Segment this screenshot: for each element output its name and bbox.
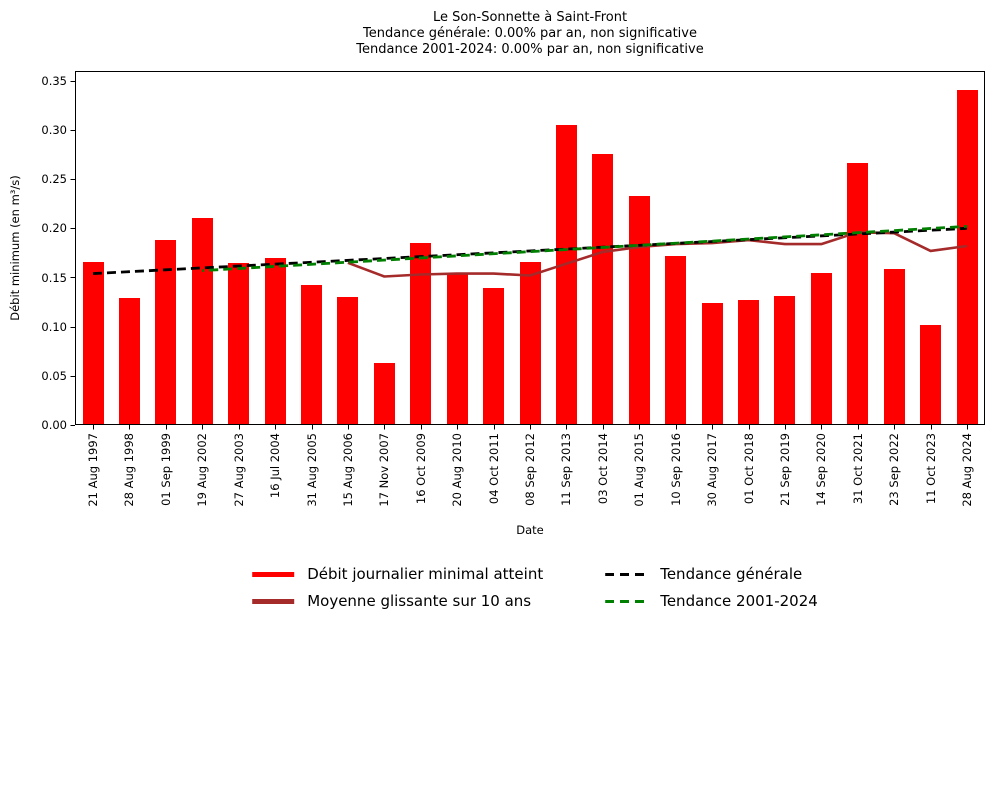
- bar: [810, 272, 832, 425]
- bar: [373, 363, 395, 425]
- bar: [519, 261, 541, 425]
- bar: [701, 303, 723, 425]
- trend-line-general: [92, 226, 968, 275]
- bar: [956, 89, 978, 425]
- bar: [118, 298, 140, 425]
- legend-item-general-trend: Tendance générale: [605, 565, 818, 583]
- y-tick-label: 0.10: [41, 319, 67, 334]
- x-tick-label: 17 Nov 2007: [377, 433, 392, 507]
- x-tick-label: 28 Aug 1998: [122, 433, 137, 507]
- y-tick-label: 0.30: [41, 123, 67, 137]
- title-block: Le Son-Sonnette à Saint-Front Tendance g…: [75, 10, 985, 58]
- x-tick-label: 10 Sep 2016: [668, 433, 683, 506]
- bar: [483, 288, 505, 425]
- x-tick-label: 27 Aug 2003: [231, 433, 246, 507]
- y-tick-label: 0.15: [41, 270, 67, 285]
- chart-subtitle-2001-2024-trend: Tendance 2001-2024: 0.00% par an, non si…: [356, 42, 704, 57]
- y-tick-label: 0.25: [41, 172, 67, 187]
- x-tick-label: 14 Sep 2020: [814, 433, 829, 506]
- y-tick-label: 0.35: [41, 73, 67, 88]
- bar: [410, 243, 432, 425]
- x-tick-label: 21 Aug 1997: [86, 433, 100, 507]
- x-tick-label: 30 Aug 2017: [705, 433, 720, 507]
- trend-line-2001-2024: [202, 224, 968, 273]
- legend-label: Tendance 2001-2024: [660, 592, 818, 610]
- x-tick-label: 19 Aug 2002: [195, 433, 210, 507]
- red-line-swatch-icon: [252, 571, 295, 577]
- bar: [228, 262, 250, 425]
- x-tick-label: 01 Sep 1999: [158, 433, 173, 506]
- legend-label: Tendance générale: [660, 565, 803, 583]
- bar: [665, 255, 687, 425]
- x-tick-label: 31 Aug 2005: [304, 433, 319, 507]
- x-tick-label: 08 Sep 2012: [523, 433, 537, 506]
- legend-column-2: Tendance générale Tendance 2001-2024: [605, 565, 818, 610]
- y-axis-label: Débit minimum (en m³/s): [8, 175, 22, 321]
- legend-label: Moyenne glissante sur 10 ans: [307, 592, 532, 610]
- bar: [337, 297, 359, 425]
- bar: [920, 324, 942, 425]
- x-tick-label: 20 Aug 2010: [450, 433, 465, 507]
- bar: [555, 125, 577, 425]
- legend-label: Débit journalier minimal atteint: [307, 565, 544, 583]
- bar: [774, 296, 796, 425]
- bar: [82, 261, 104, 425]
- bar: [883, 268, 905, 425]
- brown-line-swatch-icon: [252, 598, 295, 604]
- x-tick-label: 15 Aug 2006: [340, 433, 355, 507]
- plot-lines: [70, 71, 985, 430]
- legend-item-min-flow: Débit journalier minimal atteint: [252, 565, 543, 583]
- green-dashed-line-swatch-icon: [605, 599, 648, 603]
- chart-title: Le Son-Sonnette à Saint-Front: [432, 10, 628, 25]
- legend-item-rolling-mean: Moyenne glissante sur 10 ans: [252, 592, 543, 610]
- legend: Débit journalier minimal atteint Moyenne…: [252, 565, 818, 610]
- bar: [738, 300, 759, 425]
- y-tick-label: 0.05: [41, 368, 67, 383]
- black-dashed-line-swatch-icon: [605, 572, 648, 576]
- x-axis-label: Date: [516, 523, 544, 537]
- rolling-mean-line: [347, 231, 968, 278]
- x-tick-label: 16 Jul 2004: [268, 433, 283, 499]
- legend-item-2001-2024-trend: Tendance 2001-2024: [605, 592, 818, 610]
- chart-subtitle-general-trend: Tendance générale: 0.00% par an, non sig…: [363, 26, 697, 41]
- bar: [264, 257, 286, 425]
- y-tick-label: 0.20: [41, 221, 67, 236]
- bar: [155, 240, 177, 425]
- bar: [847, 163, 869, 425]
- x-tick-label: 04 Oct 2011: [486, 433, 501, 505]
- plot-area: 0.00 0.05 0.10 0.15 0.20 0.25 0.30 0.35 21 Aug 1…: [41, 71, 985, 507]
- plot-frame: [75, 71, 985, 425]
- x-tick-label: 03 Oct 2014: [595, 433, 610, 505]
- x-tick-label: 23 Sep 2022: [887, 433, 902, 506]
- x-tick-label: 01 Aug 2015: [632, 433, 647, 507]
- x-tick-label: 16 Oct 2009: [413, 433, 428, 505]
- x-tick-label: 01 Oct 2018: [741, 433, 756, 505]
- x-tick-label: 11 Oct 2023: [923, 433, 938, 505]
- x-tick-label: 21 Sep 2019: [777, 433, 792, 506]
- x-tick-label: 31 Oct 2021: [850, 433, 865, 505]
- bar: [628, 195, 650, 425]
- x-tick-label: 28 Aug 2024: [960, 433, 974, 507]
- bar: [301, 285, 322, 425]
- x-tick-label: 11 Sep 2013: [559, 433, 574, 506]
- legend-column-1: Débit journalier minimal atteint Moyenne…: [252, 565, 543, 610]
- bar: [446, 273, 468, 425]
- bar: [592, 153, 614, 425]
- y-tick-label: 0.00: [41, 418, 67, 432]
